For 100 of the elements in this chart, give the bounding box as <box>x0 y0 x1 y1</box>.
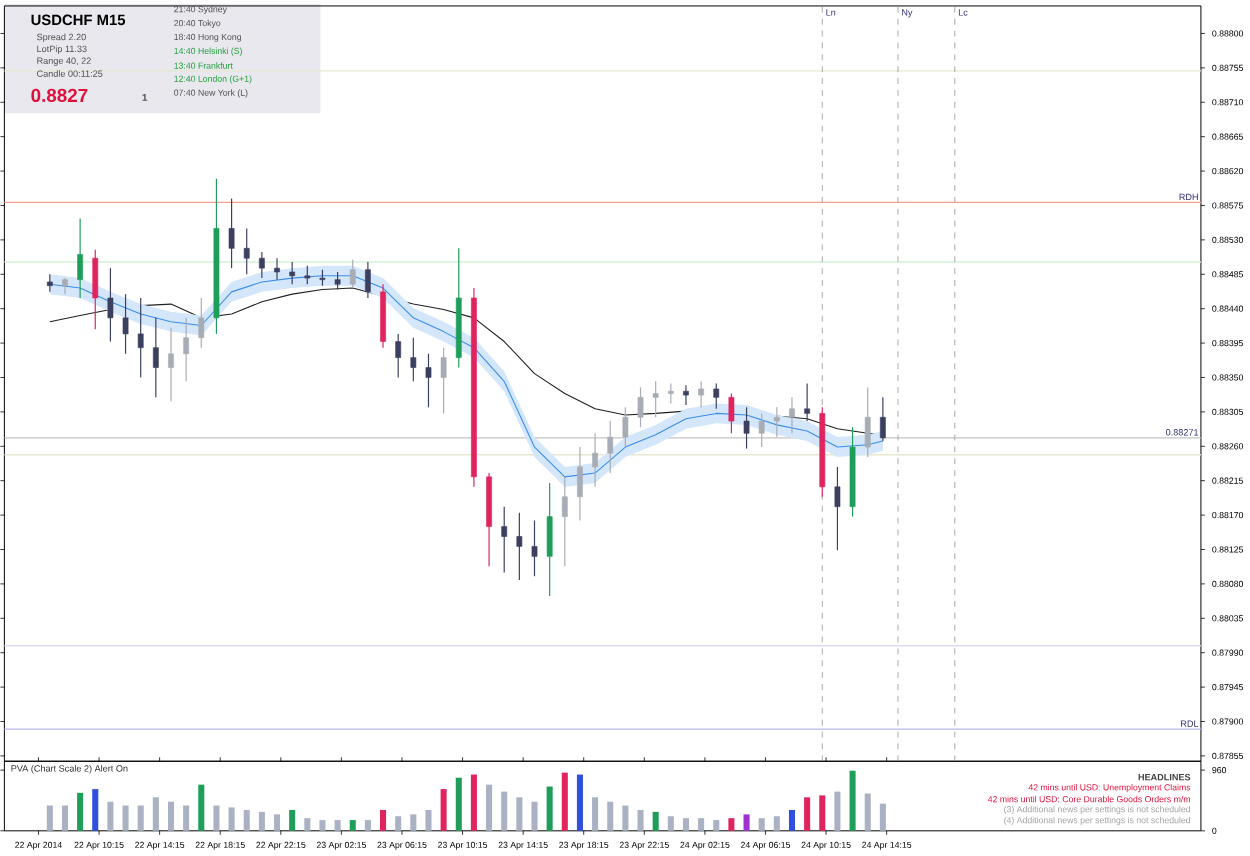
bar <box>198 784 205 831</box>
bar <box>167 801 175 831</box>
candlestick <box>773 406 780 438</box>
bar <box>46 805 53 831</box>
bar <box>743 814 750 831</box>
candlestick <box>168 327 174 402</box>
bar <box>137 805 144 831</box>
candlestick <box>440 346 447 414</box>
bar <box>849 770 856 831</box>
bar <box>395 816 402 831</box>
candlestick <box>122 293 129 355</box>
bar <box>773 816 780 831</box>
bar <box>728 818 735 831</box>
candlestick <box>789 396 795 434</box>
candlestick <box>349 259 356 289</box>
candlestick <box>516 512 523 581</box>
bar <box>531 801 538 831</box>
candlestick <box>137 297 144 378</box>
bar <box>273 814 281 831</box>
candlestick <box>667 382 674 404</box>
candlestick <box>395 333 402 378</box>
bar <box>713 819 720 831</box>
candlestick <box>864 386 871 458</box>
candlestick <box>425 353 432 408</box>
bar <box>576 774 583 831</box>
candlestick <box>743 406 750 450</box>
candlestick <box>152 317 159 398</box>
candlestick <box>77 217 83 299</box>
bar <box>501 791 508 831</box>
bar <box>122 805 129 831</box>
bar <box>546 786 553 831</box>
bar <box>486 784 493 831</box>
candlestick <box>243 227 250 275</box>
bar <box>364 819 371 831</box>
bar <box>682 818 689 831</box>
candlestick <box>652 380 659 418</box>
candlestick <box>198 297 205 349</box>
bar <box>455 777 462 831</box>
bar <box>304 818 311 831</box>
candlestick <box>637 386 644 428</box>
bar <box>788 809 796 831</box>
bar <box>380 809 387 831</box>
bar <box>607 801 614 831</box>
candlestick <box>365 261 371 299</box>
bar <box>319 819 326 831</box>
bar <box>864 793 871 831</box>
candlestick <box>758 412 765 448</box>
bar <box>804 797 811 831</box>
bar <box>561 772 568 831</box>
bar <box>516 797 523 831</box>
bar <box>334 819 341 831</box>
annotation: 0.8827 <box>31 88 88 102</box>
bar <box>470 774 477 831</box>
bar <box>698 818 705 831</box>
candlestick <box>62 277 68 295</box>
bar <box>152 797 159 831</box>
candlestick <box>577 446 583 521</box>
candlestick <box>183 317 190 382</box>
bar <box>258 811 265 831</box>
bar <box>879 803 886 831</box>
candlestick <box>834 466 841 551</box>
bar <box>652 811 659 831</box>
candlestick <box>713 382 720 410</box>
candlestick <box>879 396 886 442</box>
candlestick <box>546 482 553 597</box>
candlestick <box>622 406 629 448</box>
bar <box>61 805 68 831</box>
candlestick <box>728 392 735 434</box>
candlestick <box>698 380 704 408</box>
bar <box>92 788 99 831</box>
bar <box>667 816 674 831</box>
candlestick <box>410 337 417 382</box>
candlestick <box>804 382 811 422</box>
bar <box>834 791 841 831</box>
candlestick <box>92 249 99 330</box>
bar <box>289 809 296 831</box>
candlestick <box>592 432 598 488</box>
candlestick <box>531 519 538 577</box>
bar <box>183 805 190 831</box>
bar <box>819 795 826 831</box>
candlestick <box>274 257 280 281</box>
bar <box>77 792 84 831</box>
bar <box>213 805 220 831</box>
candlestick <box>607 420 614 474</box>
bar <box>622 805 629 831</box>
candlestick <box>259 251 265 279</box>
bar <box>349 819 356 831</box>
candlestick <box>228 197 235 269</box>
candlestick <box>561 476 568 567</box>
bar <box>758 818 765 831</box>
bar <box>107 801 114 831</box>
candlestick <box>289 261 296 285</box>
bar <box>425 809 432 831</box>
bar <box>243 809 250 831</box>
bar <box>228 807 235 831</box>
bar <box>440 788 447 831</box>
candlestick <box>501 505 508 573</box>
bar <box>637 809 644 831</box>
candlestick <box>107 267 114 343</box>
bar <box>592 797 599 831</box>
